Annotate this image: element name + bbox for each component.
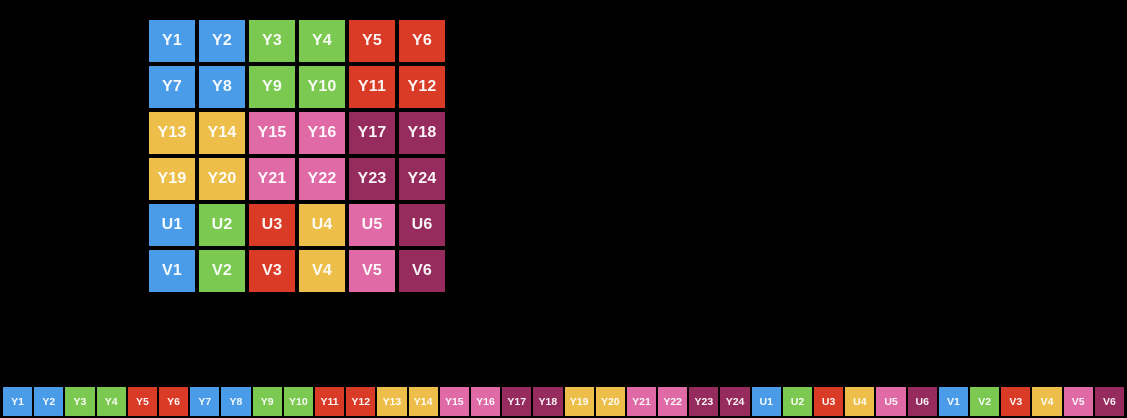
grid-cell-y9: Y9: [249, 66, 295, 108]
strip-cell-y24: Y24: [720, 387, 750, 416]
strip-cell-u1: U1: [751, 387, 781, 416]
strip-cell-y3: Y3: [65, 387, 95, 416]
grid-cell-y22: Y22: [299, 158, 345, 200]
grid-cell-y16: Y16: [299, 112, 345, 154]
strip-cell-y4: Y4: [96, 387, 126, 416]
grid-cell-y2: Y2: [199, 20, 245, 62]
strip-cell-y1: Y1: [3, 387, 33, 416]
grid-cell-y20: Y20: [199, 158, 245, 200]
strip-cell-y14: Y14: [408, 387, 438, 416]
strip-cell-y7: Y7: [190, 387, 220, 416]
strip-cell-y8: Y8: [221, 387, 251, 416]
memory-layout-strip: Y1 Y2 Y3 Y4 Y5 Y6 Y7 Y8 Y9 Y10 Y11 Y12 Y13 Y14 Y15 Y16 Y…: [3, 387, 1124, 416]
strip-cell-y2: Y2: [34, 387, 64, 416]
strip-cell-y5: Y5: [127, 387, 157, 416]
strip-cell-y19: Y19: [564, 387, 594, 416]
strip-cell-y18: Y18: [533, 387, 563, 416]
strip-cell-y10: Y10: [283, 387, 313, 416]
grid-cell-y15: Y15: [249, 112, 295, 154]
strip-cell-y17: Y17: [502, 387, 532, 416]
grid-cell-y14: Y14: [199, 112, 245, 154]
grid-cell-y10: Y10: [299, 66, 345, 108]
grid-cell-y13: Y13: [149, 112, 195, 154]
grid-cell-v6: V6: [399, 250, 445, 292]
grid-cell-y24: Y24: [399, 158, 445, 200]
strip-cell-y9: Y9: [252, 387, 282, 416]
grid-cell-u2: U2: [199, 204, 245, 246]
strip-cell-y13: Y13: [377, 387, 407, 416]
grid-cell-y12: Y12: [399, 66, 445, 108]
strip-cell-u3: U3: [814, 387, 844, 416]
grid-cell-y7: Y7: [149, 66, 195, 108]
strip-cell-v2: V2: [970, 387, 1000, 416]
grid-cell-y4: Y4: [299, 20, 345, 62]
strip-cell-y23: Y23: [689, 387, 719, 416]
strip-cell-y11: Y11: [314, 387, 345, 416]
grid-cell-u4: U4: [299, 204, 345, 246]
yuv-sample-grid: Y1 Y2 Y3 Y4 Y5 Y6 Y7 Y8 Y9 Y10 Y11 Y12 Y13 Y14 Y15 Y16 Y…: [149, 20, 445, 292]
strip-cell-v6: V6: [1094, 387, 1124, 416]
strip-cell-v4: V4: [1032, 387, 1062, 416]
grid-cell-v3: V3: [249, 250, 295, 292]
strip-cell-u6: U6: [907, 387, 937, 416]
strip-cell-y22: Y22: [658, 387, 688, 416]
strip-cell-y16: Y16: [470, 387, 501, 416]
grid-cell-y23: Y23: [349, 158, 395, 200]
grid-cell-y21: Y21: [249, 158, 295, 200]
grid-cell-y5: Y5: [349, 20, 395, 62]
strip-cell-y6: Y6: [158, 387, 189, 416]
grid-cell-u1: U1: [149, 204, 195, 246]
strip-cell-v3: V3: [1001, 387, 1031, 416]
strip-cell-y15: Y15: [439, 387, 469, 416]
grid-cell-y18: Y18: [399, 112, 445, 154]
grid-cell-y3: Y3: [249, 20, 295, 62]
strip-cell-v1: V1: [938, 387, 969, 416]
grid-cell-y6: Y6: [399, 20, 445, 62]
grid-cell-v2: V2: [199, 250, 245, 292]
grid-cell-v4: V4: [299, 250, 345, 292]
grid-cell-v5: V5: [349, 250, 395, 292]
grid-cell-v1: V1: [149, 250, 195, 292]
grid-cell-y11: Y11: [349, 66, 395, 108]
grid-cell-u3: U3: [249, 204, 295, 246]
strip-cell-y21: Y21: [626, 387, 657, 416]
strip-cell-u5: U5: [876, 387, 906, 416]
grid-cell-u5: U5: [349, 204, 395, 246]
grid-cell-y1: Y1: [149, 20, 195, 62]
strip-cell-y12: Y12: [346, 387, 376, 416]
grid-cell-y8: Y8: [199, 66, 245, 108]
strip-cell-y20: Y20: [595, 387, 625, 416]
grid-cell-u6: U6: [399, 204, 445, 246]
grid-cell-y17: Y17: [349, 112, 395, 154]
grid-cell-y19: Y19: [149, 158, 195, 200]
strip-cell-u4: U4: [845, 387, 875, 416]
strip-cell-v5: V5: [1063, 387, 1093, 416]
strip-cell-u2: U2: [782, 387, 813, 416]
